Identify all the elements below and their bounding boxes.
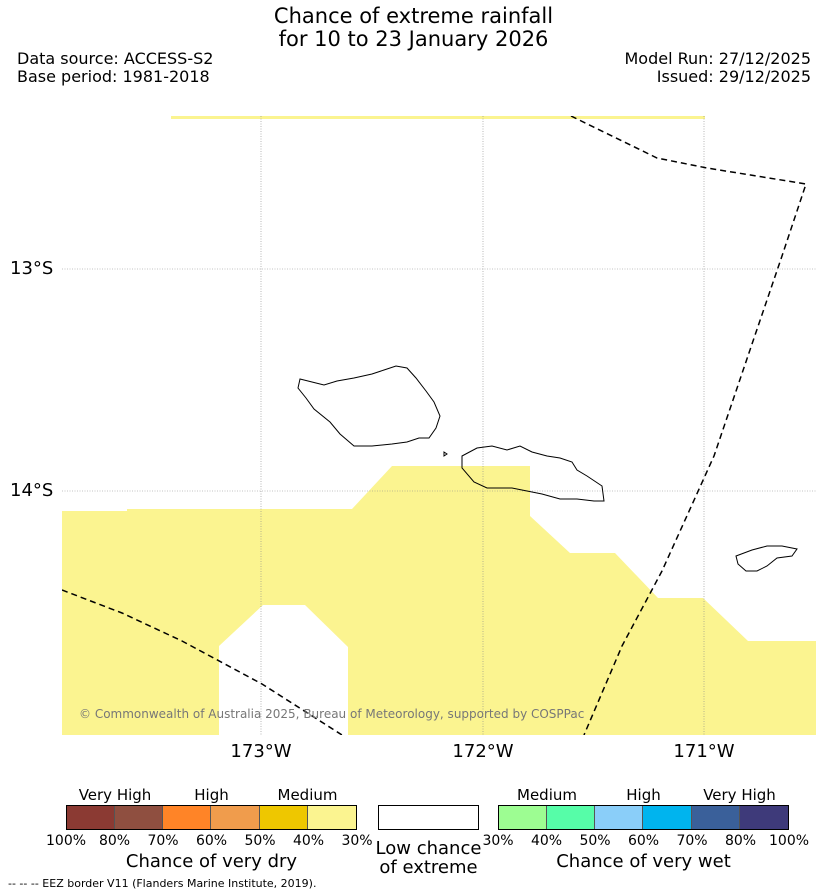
upolu-island-outline	[461, 445, 605, 502]
dry-swatch-1	[115, 806, 164, 829]
dry-medium-label: Medium	[277, 786, 338, 804]
eez-border-line	[62, 116, 807, 735]
lon-label-173w: 173°W	[230, 741, 292, 762]
wet-tick-label: 70%	[676, 833, 708, 849]
lon-label-172w: 172°W	[452, 741, 514, 762]
map-title-line2: for 10 to 23 January 2026	[278, 27, 549, 51]
small-island-outline	[443, 451, 448, 457]
dry-tick-label: 80%	[98, 833, 131, 849]
wet-swatch-5	[739, 806, 788, 829]
dry-very-high-label: Very High	[78, 786, 152, 804]
american-samoa-island-outline	[735, 545, 798, 572]
wet-medium-label: Medium	[517, 786, 577, 804]
islands	[297, 365, 798, 572]
lon-label-171w: 171°W	[673, 741, 735, 762]
data-source-text: Data source: ACCESS-S2	[17, 49, 214, 68]
wet-swatch-0	[499, 806, 548, 829]
dry-tick-label: 60%	[195, 833, 228, 849]
map-canvas: © Commonwealth of Australia 2025, Bureau…	[62, 116, 816, 735]
base-period-text: Base period: 1981-2018	[17, 67, 210, 86]
wet-tick-label: 80%	[724, 833, 757, 849]
dry-tick-label: 50%	[244, 833, 276, 849]
graticule	[62, 116, 816, 735]
dry-tick-label: 40%	[292, 833, 325, 849]
lat-label-13s: 13°S	[10, 258, 54, 279]
wet-caption: Chance of very wet	[556, 851, 731, 872]
dry-colorbar	[66, 805, 357, 830]
dry-swatch-2	[163, 806, 212, 829]
copyright-text: © Commonwealth of Australia 2025, Bureau…	[79, 707, 584, 721]
dry-caption: Chance of very dry	[125, 851, 298, 872]
issued-text: Issued: 29/12/2025	[656, 67, 811, 86]
wet-tick-label: 30%	[482, 833, 514, 849]
wet-tick-label: 40%	[530, 833, 563, 849]
neutral-swatch	[379, 806, 478, 829]
wet-very-high-label: Very High	[703, 786, 776, 804]
dry-high-label: High	[194, 786, 229, 804]
dry-tick-label: 70%	[147, 833, 179, 849]
neutral-colorbar	[378, 805, 479, 830]
neutral-caption-line2: of extreme	[379, 857, 478, 878]
dry-tick-label: 30%	[341, 833, 373, 849]
wet-swatch-3	[643, 806, 692, 829]
dry-swatch-3	[211, 806, 260, 829]
dry-medium-region	[62, 116, 816, 735]
wet-colorbar	[498, 805, 789, 830]
wet-tick-label: 50%	[579, 833, 611, 849]
savaii-island-outline	[297, 365, 441, 447]
dry-swatch-4	[259, 806, 308, 829]
dry-swatch-5	[307, 806, 356, 829]
map-title-line1: Chance of extreme rainfall	[273, 4, 554, 28]
dry-swatch-0	[67, 806, 116, 829]
eez-footnote: -- -- -- EEZ border V11 (Flanders Marine…	[8, 877, 317, 890]
wet-swatch-2	[595, 806, 644, 829]
dry-tick-label: 100%	[46, 833, 87, 849]
lat-label-14s: 14°S	[10, 480, 54, 501]
neutral-caption-line1: Low chance	[375, 838, 482, 859]
wet-high-label: High	[626, 786, 661, 804]
wet-tick-label: 60%	[627, 833, 660, 849]
wet-tick-label: 100%	[769, 833, 810, 849]
wet-swatch-4	[691, 806, 740, 829]
model-run-text: Model Run: 27/12/2025	[624, 49, 812, 68]
wet-swatch-1	[547, 806, 596, 829]
map-panel: © Commonwealth of Australia 2025, Bureau…	[62, 116, 816, 735]
